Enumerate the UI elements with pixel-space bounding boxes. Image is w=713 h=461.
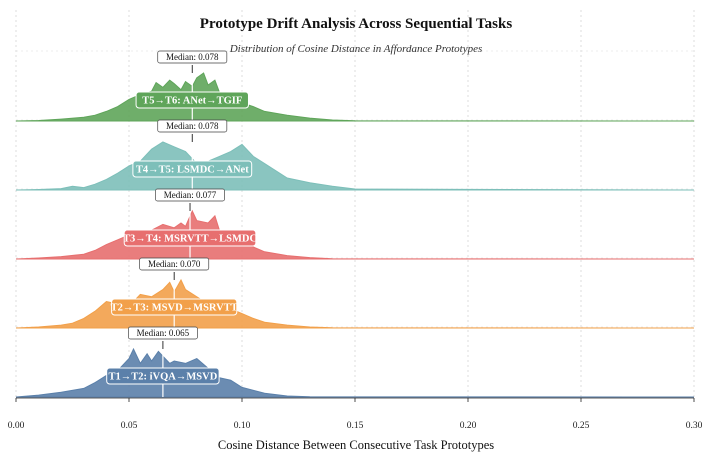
task-label-box [135,91,249,109]
ridge-area [15,278,695,329]
task-label-box [111,298,238,316]
task-label-box [132,160,253,178]
ridge-area [15,141,695,191]
ridge-group: Median: 0.070 T2→T3: MSVD→MSRVTT [15,257,695,329]
median-label-box [139,257,210,271]
task-label: T1→T2: iVQA→MSVD [109,372,218,383]
median-label-box [155,188,225,202]
x-tick-label: 0.25 [573,421,590,431]
task-label: T3→T4: MSRVTT→LSMDC [123,234,257,245]
grid-lines [15,10,695,398]
x-tick-label: 0.00 [8,421,25,431]
task-label: T4→T5: LSMDC→ANet [136,165,249,176]
median-label: Median: 0.070 [148,259,201,269]
ridge-group: Median: 0.078 T5→T6: ANet→TGIF [15,50,695,122]
ridge-group: Median: 0.065 T1→T2: iVQA→MSVD [15,326,695,398]
x-axis-ticks: 0.00 0.05 0.10 0.15 0.20 0.25 0.30 [8,398,703,431]
median-label: Median: 0.078 [166,52,219,62]
median-label-box [157,119,228,133]
chart-subtitle: Distribution of Cosine Distance in Affor… [229,43,483,55]
ridge-area [15,72,695,122]
task-label-box [123,229,257,247]
ridge-area [15,209,695,260]
ridge-group: Median: 0.078 T4→T5: LSMDC→ANet [15,119,695,191]
task-label: T5→T6: ANet→TGIF [142,96,242,107]
median-label: Median: 0.065 [137,328,190,338]
x-tick-label: 0.30 [686,421,703,431]
x-tick-label: 0.10 [234,421,251,431]
chart-title: Prototype Drift Analysis Across Sequenti… [200,16,513,32]
median-label-box [128,326,198,340]
x-tick-label: 0.20 [460,421,477,431]
median-label: Median: 0.077 [164,190,217,200]
x-axis-label: Cosine Distance Between Consecutive Task… [218,438,494,452]
median-label: Median: 0.078 [166,121,219,131]
median-label-box [157,50,228,64]
ridge-group: Median: 0.077 T3→T4: MSRVTT→LSMDC [15,188,695,260]
x-tick-label: 0.05 [121,421,138,431]
x-tick-label: 0.15 [347,421,364,431]
task-label: T2→T3: MSVD→MSRVTT [111,303,238,314]
task-label-box [106,367,220,385]
